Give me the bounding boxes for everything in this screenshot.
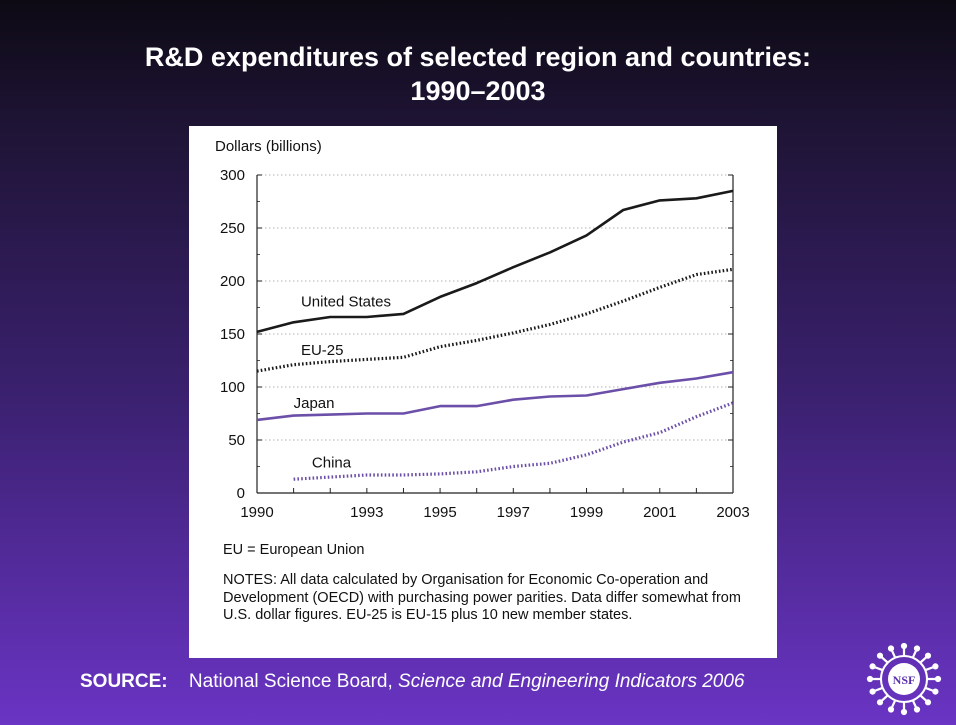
- source-label: SOURCE:: [80, 671, 168, 692]
- y-tick-label-0: 0: [237, 485, 245, 502]
- series-line-united-states: [256, 189, 734, 334]
- slide-title: R&D expenditures of selected region and …: [0, 40, 956, 108]
- slide-title-line1: R&D expenditures of selected region and …: [144, 42, 812, 72]
- series-label-china: China: [312, 455, 352, 472]
- y-tick-label-250: 250: [220, 220, 245, 237]
- source-title: Science and Engineering Indicators 2006: [398, 671, 745, 692]
- x-tick-label-1993: 1993: [350, 504, 383, 521]
- chart-panel: Dollars (billions) 0 50 100 150 200 250 300 199…: [189, 126, 777, 658]
- line-chart: Dollars (billions) 0 50 100 150 200 250 300 199…: [215, 138, 750, 521]
- chart-notes: NOTES: All data calculated by Organisati…: [223, 572, 741, 623]
- series-labels: United States EU-25 Japan China: [294, 293, 391, 471]
- series-line-japan: [256, 370, 734, 422]
- source-line: SOURCE: National Science Board, Science …: [80, 671, 745, 693]
- y-tick-label-100: 100: [220, 379, 245, 396]
- nsf-logo-text: NSF: [893, 673, 916, 687]
- axes: 0 50 100 150 200 250 300 1990 1993 1995 1997 1999 20…: [220, 167, 750, 521]
- series-line-eu-25: [256, 267, 734, 373]
- x-tick-label-1995: 1995: [423, 504, 456, 521]
- x-tick-label-1997: 1997: [497, 504, 530, 521]
- y-tick-label-150: 150: [220, 326, 245, 343]
- slide-title-line2: 1990–2003: [410, 76, 546, 106]
- eu-abbreviation-note: EU = European Union: [223, 542, 365, 558]
- nsf-logo-icon: NSF: [866, 642, 942, 716]
- x-tick-label-2001: 2001: [643, 504, 676, 521]
- series-lines: [256, 189, 734, 481]
- series-label-japan: Japan: [294, 395, 335, 412]
- series-label-united-states: United States: [301, 293, 391, 310]
- series-line-china: [293, 401, 734, 481]
- x-tick-label-1990: 1990: [240, 504, 273, 521]
- source-publisher: National Science Board,: [188, 671, 393, 692]
- y-tick-label-50: 50: [228, 432, 245, 449]
- gridlines: [257, 174, 733, 441]
- y-tick-label-200: 200: [220, 273, 245, 290]
- y-tick-label-300: 300: [220, 167, 245, 184]
- y-axis-label: Dollars (billions): [215, 138, 322, 155]
- x-tick-label-2003: 2003: [716, 504, 749, 521]
- x-tick-label-1999: 1999: [570, 504, 603, 521]
- series-label-eu-25: EU-25: [301, 342, 344, 359]
